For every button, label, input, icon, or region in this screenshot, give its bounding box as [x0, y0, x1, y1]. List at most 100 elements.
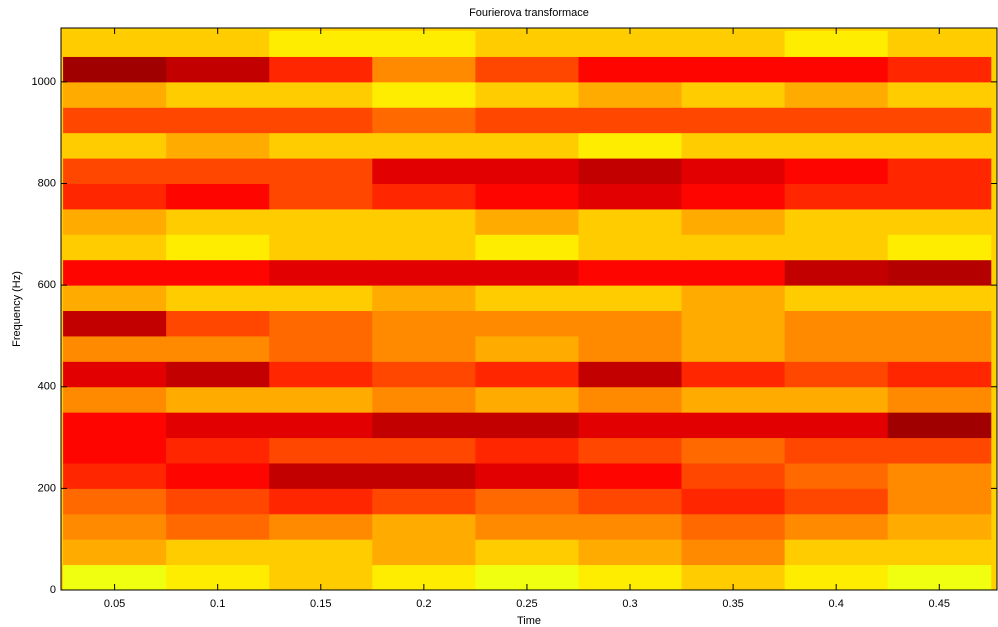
heatmap-cell — [887, 31, 992, 57]
heatmap-cell — [372, 81, 476, 108]
heatmap-cell — [63, 208, 167, 235]
heatmap-cell — [887, 285, 992, 312]
heatmap-cell — [269, 310, 373, 337]
heatmap-cell — [166, 361, 270, 388]
heatmap-cell — [372, 183, 476, 210]
heatmap-cell — [63, 513, 167, 540]
heatmap-cell — [269, 107, 373, 134]
heatmap-cell — [63, 234, 167, 261]
heatmap-cell — [578, 386, 683, 413]
heatmap-cell — [63, 361, 167, 388]
heatmap-cell — [269, 412, 373, 439]
heatmap-cell — [475, 158, 579, 184]
heatmap-cell — [578, 437, 683, 464]
heatmap-cell — [887, 488, 992, 515]
heatmap-cell — [475, 81, 579, 108]
y-tick-label: 1000 — [32, 76, 56, 88]
heatmap-cell — [784, 259, 889, 286]
heatmap-cell — [166, 412, 270, 439]
y-tick-label: 400 — [38, 381, 56, 393]
heatmap — [63, 31, 992, 590]
heatmap-cell — [681, 310, 786, 337]
heatmap-cell — [475, 259, 579, 286]
heatmap-cell — [166, 208, 270, 235]
heatmap-cell — [63, 437, 167, 464]
heatmap-cell — [372, 539, 476, 566]
heatmap-cell — [63, 259, 167, 286]
heatmap-cell — [63, 539, 167, 566]
x-tick-label: 0.4 — [829, 598, 844, 610]
heatmap-cell — [166, 462, 270, 489]
heatmap-cell — [372, 488, 476, 515]
heatmap-cell — [784, 234, 889, 261]
heatmap-cell — [269, 361, 373, 388]
heatmap-cell — [475, 310, 579, 337]
heatmap-cell — [681, 132, 786, 159]
heatmap-cell — [475, 234, 579, 261]
heatmap-cell — [887, 158, 992, 184]
heatmap-cell — [166, 310, 270, 337]
heatmap-cell — [681, 208, 786, 235]
heatmap-cell — [784, 132, 889, 159]
heatmap-cell — [578, 285, 683, 312]
heatmap-cell — [784, 386, 889, 413]
heatmap-cell — [372, 56, 476, 83]
heatmap-cell — [681, 513, 786, 540]
heatmap-cell — [681, 107, 786, 134]
heatmap-cell — [681, 31, 786, 57]
heatmap-cell — [475, 56, 579, 83]
x-tick-label: 0.15 — [310, 598, 331, 610]
y-tick-label: 0 — [50, 584, 56, 596]
heatmap-cell — [269, 259, 373, 286]
heatmap-cell — [372, 107, 476, 134]
heatmap-cell — [578, 462, 683, 489]
heatmap-cell — [578, 132, 683, 159]
heatmap-cell — [784, 310, 889, 337]
heatmap-cell — [475, 412, 579, 439]
heatmap-cell — [63, 462, 167, 489]
heatmap-cell — [578, 234, 683, 261]
heatmap-cell — [475, 208, 579, 235]
heatmap-cell — [578, 259, 683, 286]
heatmap-cell — [372, 437, 476, 464]
heatmap-cell — [166, 234, 270, 261]
heatmap-cell — [475, 488, 579, 515]
heatmap-cell — [63, 81, 167, 108]
heatmap-cell — [269, 335, 373, 362]
heatmap-cell — [887, 234, 992, 261]
heatmap-cell — [475, 361, 579, 388]
heatmap-cell — [166, 132, 270, 159]
heatmap-cell — [63, 285, 167, 312]
heatmap-cell — [166, 386, 270, 413]
heatmap-cell — [681, 285, 786, 312]
heatmap-cell — [578, 488, 683, 515]
heatmap-cell — [166, 107, 270, 134]
heatmap-cell — [372, 513, 476, 540]
heatmap-cell — [269, 437, 373, 464]
heatmap-cell — [269, 208, 373, 235]
heatmap-cell — [475, 132, 579, 159]
heatmap-cell — [784, 462, 889, 489]
heatmap-cell — [784, 285, 889, 312]
heatmap-cell — [269, 56, 373, 83]
heatmap-cell — [578, 361, 683, 388]
heatmap-cell — [372, 412, 476, 439]
heatmap-cell — [269, 234, 373, 261]
heatmap-cell — [578, 183, 683, 210]
heatmap-cell — [887, 539, 992, 566]
heatmap-cell — [269, 183, 373, 210]
heatmap-cell — [166, 285, 270, 312]
heatmap-cell — [269, 513, 373, 540]
heatmap-cell — [887, 107, 992, 134]
heatmap-cell — [372, 158, 476, 184]
heatmap-cell — [784, 437, 889, 464]
heatmap-cell — [166, 513, 270, 540]
heatmap-cell — [63, 412, 167, 439]
heatmap-cell — [269, 31, 373, 57]
heatmap-cell — [887, 386, 992, 413]
heatmap-cell — [63, 488, 167, 515]
heatmap-cell — [166, 539, 270, 566]
heatmap-cell — [63, 31, 167, 57]
heatmap-cell — [784, 158, 889, 184]
heatmap-cell — [681, 158, 786, 184]
